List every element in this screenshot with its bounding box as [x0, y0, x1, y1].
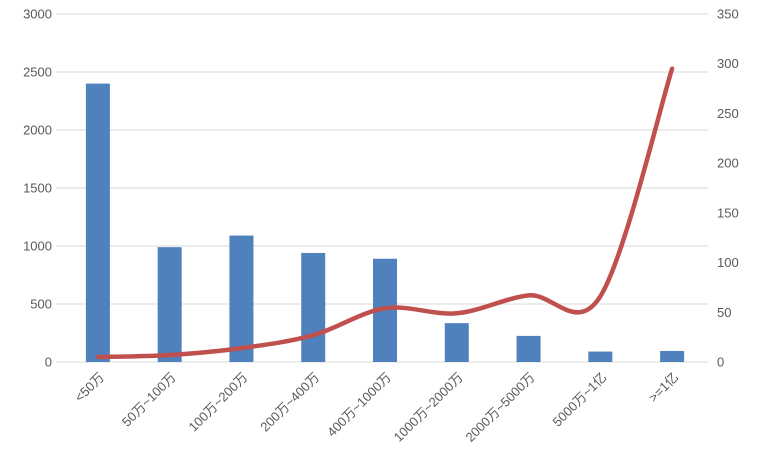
right-axis-tick-label: 100 — [717, 255, 739, 270]
bar — [588, 351, 613, 362]
left-axis-tick-label: 3000 — [23, 7, 52, 22]
category-axis-label: 2000万~5000万 — [462, 370, 537, 445]
right-axis-tick-label: 50 — [717, 305, 731, 320]
right-axis-tick-label: 250 — [717, 106, 739, 121]
bar — [444, 323, 469, 362]
left-axis-tick-label: 2000 — [23, 123, 52, 138]
left-axis-tick-labels: 0 500 1000 1500 2000 2500 3000 — [23, 7, 52, 370]
right-axis-tick-labels: 0 50 100 150 200 250 300 350 — [717, 7, 739, 370]
line-series — [95, 66, 675, 360]
left-axis-tick-label: 0 — [45, 355, 52, 370]
category-axis-label: 100万~200万 — [185, 370, 250, 435]
category-axis-label: 200万~400万 — [257, 370, 322, 435]
category-axis-label: >=1亿 — [646, 370, 682, 406]
bar — [301, 252, 326, 362]
left-axis-tick-label: 500 — [30, 297, 52, 312]
right-axis-tick-label: 350 — [717, 7, 739, 22]
left-axis-tick-label: 1500 — [23, 181, 52, 196]
category-axis-label: 5000万~1亿 — [549, 370, 609, 430]
category-axis-labels: <50万 50万~100万 100万~200万 200万~400万 400万~1000万… — [72, 370, 682, 445]
line-path — [95, 66, 675, 360]
bar — [516, 335, 541, 362]
category-axis-label: 400万~1000万 — [324, 370, 394, 440]
left-axis-tick-label: 1000 — [23, 239, 52, 254]
bar — [157, 247, 182, 362]
bar — [229, 235, 254, 362]
bar — [660, 350, 685, 362]
bar-series — [85, 83, 685, 362]
right-axis-tick-label: 300 — [717, 56, 739, 71]
category-axis-label: 1000万~2000万 — [391, 370, 466, 445]
bar — [85, 83, 110, 362]
left-axis-tick-label: 2500 — [23, 65, 52, 80]
right-axis-tick-label: 200 — [717, 156, 739, 171]
right-axis-tick-label: 0 — [717, 355, 724, 370]
right-axis-tick-label: 150 — [717, 205, 739, 220]
category-axis-label: <50万 — [72, 370, 107, 405]
category-axis-label: 50万~100万 — [119, 370, 179, 430]
